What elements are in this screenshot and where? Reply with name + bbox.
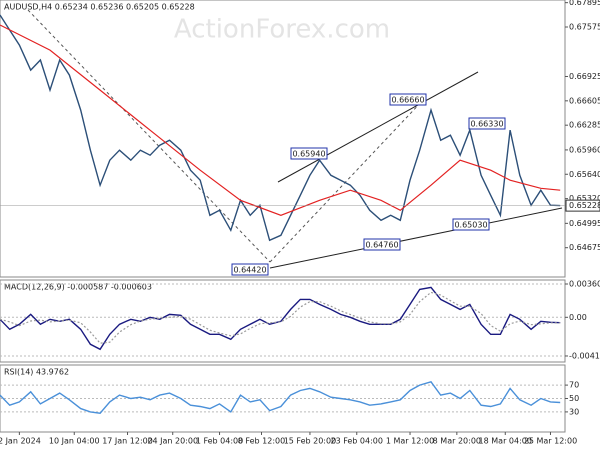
price-label: 0.64760 (365, 241, 398, 250)
y-tick-label: 70 (569, 381, 579, 390)
watermark: ActionForex.com (174, 15, 390, 45)
price-label: 0.66660 (391, 96, 424, 105)
y-tick-label: 0.66605 (569, 96, 600, 105)
y-tick-label: 0.66925 (569, 72, 600, 81)
x-tick-label: 23 Feb 04:00 (331, 437, 383, 446)
y-tick-label: 0.00 (569, 313, 587, 322)
label-box (231, 263, 269, 276)
y-tick-label: 0.65960 (569, 145, 600, 154)
trend-line (27, 9, 271, 263)
y-tick-label: 0.67895 (569, 0, 600, 7)
y-tick-label: 0.65640 (569, 170, 600, 179)
x-tick-label: 24 Jan 20:00 (147, 437, 198, 446)
price-labels: 0.64420 0.65940 0.66660 0.64760 0.65030 … (231, 93, 506, 276)
x-tick-label: 18 Mar 04:00 (479, 437, 532, 446)
y-tick-label: -0.004188 (569, 351, 600, 360)
price-label: 0.66330 (470, 120, 503, 129)
channel-line (277, 71, 479, 183)
series-line (0, 24, 561, 216)
x-tick-label: 8 Mar 20:00 (433, 437, 481, 446)
label-box (452, 218, 490, 231)
price-label: 0.65940 (292, 150, 325, 159)
x-tick-label: 2 Jan 2024 (0, 437, 41, 446)
price-panel (0, 0, 566, 278)
rsi-title: RSI(14) 43.9762 (4, 368, 69, 377)
macd-title: MACD(12,26,9) -0.000587 -0.000603 (4, 283, 152, 292)
y-tick-label: 0.66285 (569, 121, 600, 130)
trend-line (269, 97, 426, 263)
last-price-label: 0.65228 (569, 201, 600, 210)
x-tick-label: 1 Feb 04:00 (196, 437, 243, 446)
price-label: 0.65030 (454, 221, 487, 230)
y-tick-label: 30 (569, 407, 579, 416)
label-box (290, 147, 328, 160)
price-label: 0.64420 (233, 266, 266, 275)
label-box (389, 93, 427, 106)
x-tick-label: 8 Feb 12:00 (238, 437, 285, 446)
y-tick-label: 0.64995 (569, 219, 600, 228)
x-tick-label: 15 Feb 20:00 (284, 437, 336, 446)
y-tick-label: 0.64675 (569, 243, 600, 252)
series-line (0, 286, 561, 351)
y-tick-label: 0.67575 (569, 23, 600, 32)
series-line (0, 291, 561, 344)
x-tick-label: 25 Mar 12:00 (524, 437, 577, 446)
support-line (269, 207, 563, 269)
series-line (0, 380, 561, 414)
label-box (468, 117, 506, 130)
x-tick-label: 10 Jan 04:00 (49, 437, 100, 446)
series-line (0, 14, 561, 242)
y-tick-label: 50 (569, 394, 579, 403)
last-price-box (565, 199, 600, 212)
y-tick-label: 0.65320 (569, 194, 600, 203)
x-tick-label: 1 Mar 12:00 (386, 437, 434, 446)
label-box (363, 238, 401, 251)
macd-panel (0, 279, 566, 363)
chart-title: AUDUSD,H4 0.65234 0.65236 0.65205 0.6522… (4, 3, 195, 12)
x-tick-label: 17 Jan 12:00 (102, 437, 153, 446)
y-tick-label: 0.003606 (569, 280, 600, 289)
